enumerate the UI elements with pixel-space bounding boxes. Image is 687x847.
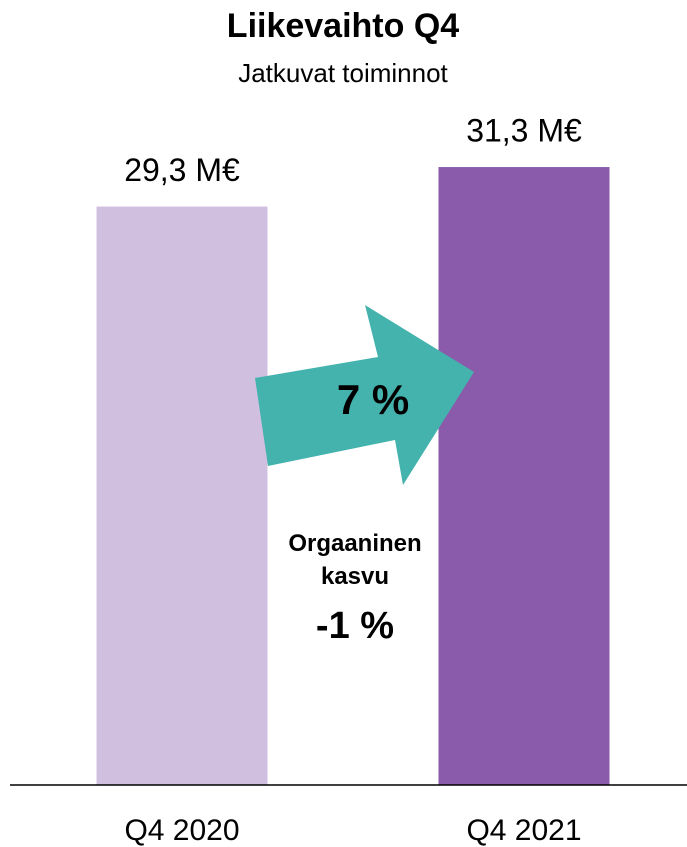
organic-label: Orgaaninen kasvu: [288, 530, 421, 590]
growth-label: 7 %: [337, 376, 409, 423]
organic-label-line: kasvu: [321, 563, 389, 590]
growth-arrow: [255, 305, 474, 485]
value-label: 29,3 M€: [124, 152, 240, 188]
organic-label-line: Orgaaninen: [288, 530, 421, 557]
bar: [96, 206, 268, 785]
chart-title: Liikevaihto Q4: [227, 7, 459, 45]
bar: [438, 167, 610, 785]
organic-value: -1 %: [316, 605, 394, 647]
x-tick-label: Q4 2020: [124, 814, 239, 847]
x-tick-label: Q4 2021: [466, 814, 581, 847]
value-label: 31,3 M€: [466, 113, 582, 149]
chart-subtitle: Jatkuvat toiminnot: [238, 58, 448, 88]
